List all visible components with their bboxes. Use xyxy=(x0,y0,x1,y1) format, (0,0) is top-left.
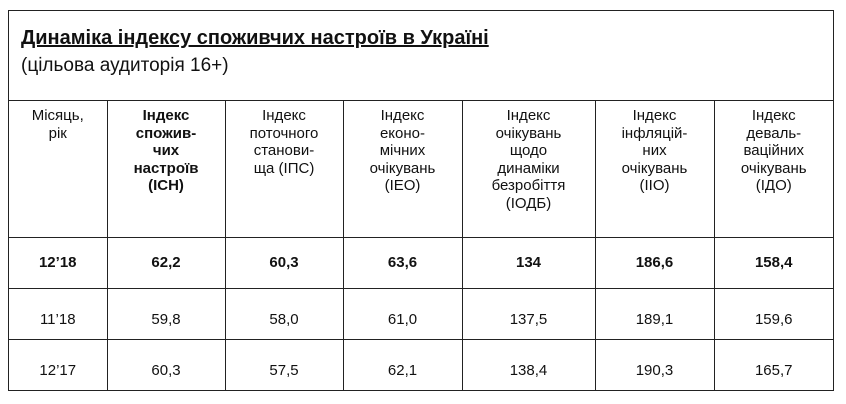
cell: 61,0 xyxy=(342,287,463,340)
header-line: (ІІО) xyxy=(639,177,670,194)
header-line: Місяць, xyxy=(31,107,84,124)
header-line: очікувань xyxy=(740,159,807,177)
header-line: спожив- xyxy=(135,124,197,142)
cell: 137,5 xyxy=(461,287,596,340)
header-line: динаміки xyxy=(497,159,560,177)
header-line: інфляцій- xyxy=(621,124,688,142)
header-line: (ICH) xyxy=(148,177,184,194)
header-line: Індекс xyxy=(380,107,425,124)
header-line: очікувань xyxy=(621,159,688,177)
cell: 60,3 xyxy=(106,338,226,390)
header-line: щодо xyxy=(509,142,548,159)
header-line: Індекс xyxy=(751,107,796,124)
cell: 165,7 xyxy=(713,338,833,390)
table-caption: Динаміка індексу споживчих настроїв в Ук… xyxy=(9,11,833,101)
cell: 12’18 xyxy=(9,236,108,289)
data-row: 12’18 62,2 60,3 63,6 134 186,6 158,4 xyxy=(9,236,833,289)
header-line: Індекс xyxy=(632,107,677,124)
cell: 60,3 xyxy=(224,236,344,289)
header-line: настроїв xyxy=(133,159,199,177)
header-cell: Індекс деваль-ваційних очікувань (ІДО) xyxy=(713,101,833,238)
header-line: станови- xyxy=(253,142,315,159)
header-cell: Індекс інфляцій-них очікувань (ІІО) xyxy=(594,101,715,238)
data-row: 12’17 60,3 57,5 62,1 138,4 190,3 165,7 xyxy=(9,338,833,390)
data-table: Місяць, рік Індекс спожив-чих настроїв (ICH) І… xyxy=(9,101,833,390)
header-line: рік xyxy=(48,124,67,142)
cell: 138,4 xyxy=(461,338,596,390)
header-line: (IEO) xyxy=(384,177,421,194)
cell: 134 xyxy=(461,236,596,289)
cell: 63,6 xyxy=(342,236,463,289)
cell: 62,2 xyxy=(106,236,226,289)
header-line: чих xyxy=(152,142,180,159)
header-line: (ІДО) xyxy=(755,177,792,194)
header-cell: Індекс поточного станови-ща (ІПС) xyxy=(224,101,344,238)
header-line: (ІОДБ) xyxy=(505,194,552,212)
header-line: них xyxy=(642,142,667,159)
header-line: очікувань xyxy=(369,159,436,177)
cell: 59,8 xyxy=(106,287,226,340)
table-frame: Динаміка індексу споживчих настроїв в Ук… xyxy=(8,10,834,391)
cell: 62,1 xyxy=(342,338,463,390)
cell: 57,5 xyxy=(224,338,344,390)
data-row: 11’18 59,8 58,0 61,0 137,5 189,1 159,6 xyxy=(9,287,833,340)
cell: 189,1 xyxy=(594,287,715,340)
header-line: мічних xyxy=(379,142,426,159)
header-line: ваційних xyxy=(743,142,805,159)
header-line: деваль- xyxy=(746,124,802,142)
header-cell: Місяць, рік xyxy=(9,101,108,238)
header-line: безробіття xyxy=(491,177,566,194)
header-line: Індекс xyxy=(142,107,190,124)
header-line: ща (ІПС) xyxy=(253,159,315,177)
header-cell: Індекс очікувань щодо динаміки безробіття (ІО… xyxy=(461,101,596,238)
subtitle: (цільова аудиторія 16+) xyxy=(21,55,229,76)
header-cell: Індекс спожив-чих настроїв (ICH) xyxy=(106,101,226,238)
cell: 159,6 xyxy=(713,287,833,340)
header-line: Індекс xyxy=(262,107,306,124)
cell: 186,6 xyxy=(594,236,715,289)
header-cell: Індекс еконо-мічних очікувань (IEO) xyxy=(342,101,463,238)
cell: 11’18 xyxy=(9,287,108,340)
header-line: еконо- xyxy=(379,124,426,142)
header-line: Індекс xyxy=(506,107,551,124)
cell: 158,4 xyxy=(713,236,833,289)
title: Динаміка індексу споживчих настроїв в Ук… xyxy=(21,27,489,49)
header-line: поточного xyxy=(249,124,319,142)
cell: 190,3 xyxy=(594,338,715,390)
header-line: очікувань xyxy=(495,124,562,142)
header-row: Місяць, рік Індекс спожив-чих настроїв (ICH) І… xyxy=(9,101,833,238)
cell: 12’17 xyxy=(9,338,108,390)
cell: 58,0 xyxy=(224,287,344,340)
